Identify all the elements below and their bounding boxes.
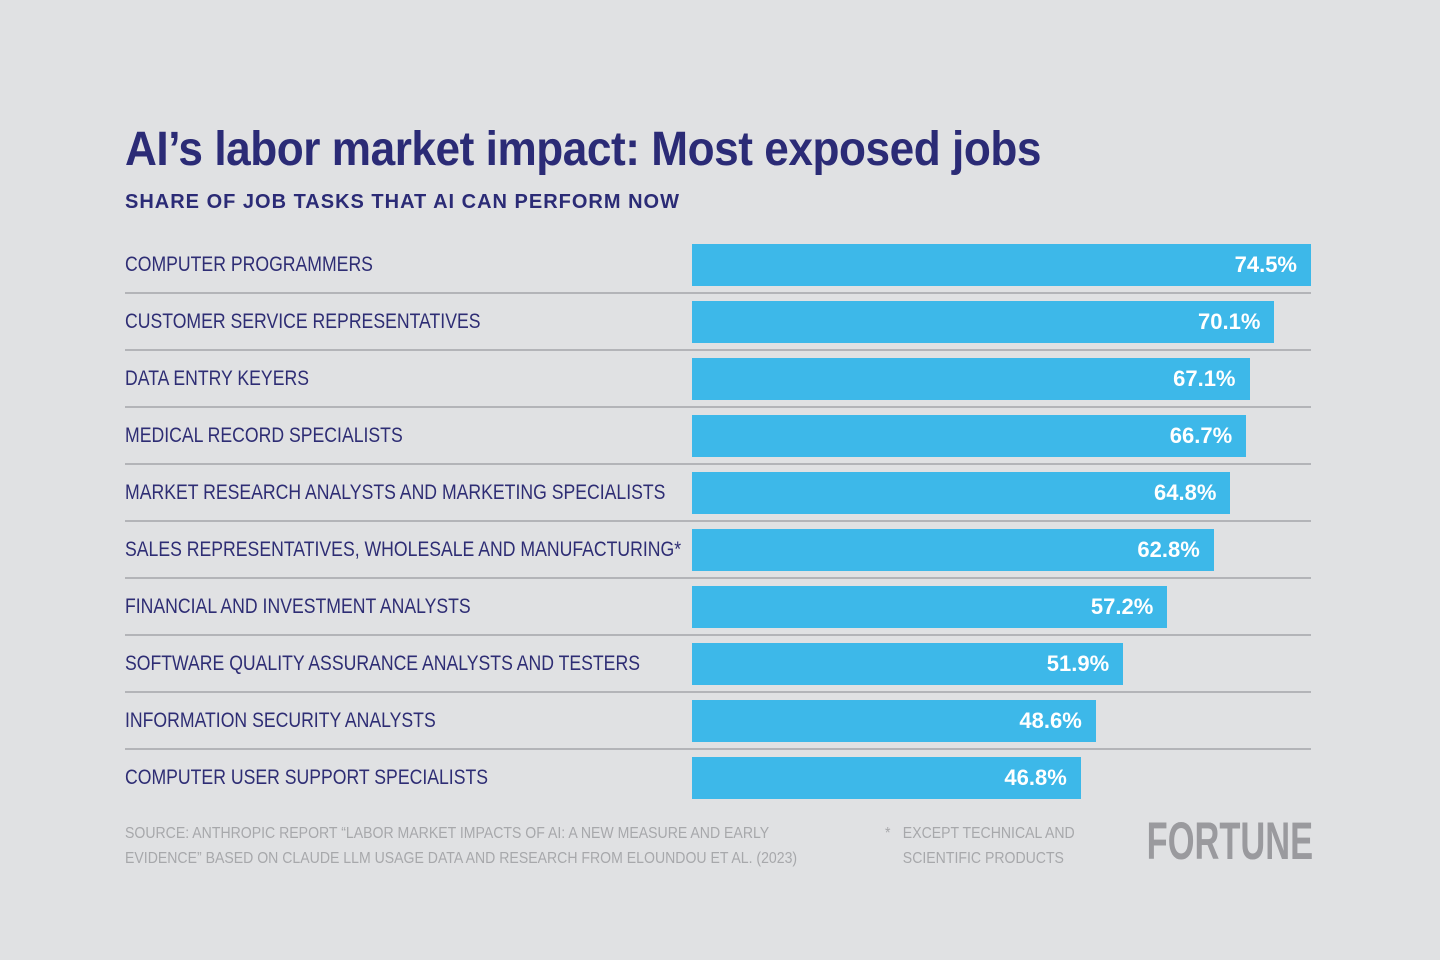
chart-subtitle: SHARE OF JOB TASKS THAT AI CAN PERFORM N…	[125, 191, 680, 213]
bar: 67.1%	[692, 358, 1250, 400]
fortune-logo: FORTUNE	[1146, 812, 1313, 871]
footnote-line-1: EXCEPT TECHNICAL AND	[902, 825, 1075, 842]
category-label: MARKET RESEARCH ANALYSTS AND MARKETING S…	[125, 481, 666, 504]
footnote-text: EXCEPT TECHNICAL AND SCIENTIFIC PRODUCTS	[903, 821, 1075, 871]
page-title: AI’s labor market impact: Most exposed j…	[125, 123, 1041, 176]
chart-row: FINANCIAL AND INVESTMENT ANALYSTS 57.2%	[125, 579, 1311, 636]
category-label: SALES REPRESENTATIVES, WHOLESALE AND MAN…	[125, 538, 682, 561]
value-label: 51.9%	[1046, 651, 1110, 676]
chart-row: CUSTOMER SERVICE REPRESENTATIVES 70.1%	[125, 294, 1311, 351]
chart-row: MARKET RESEARCH ANALYSTS AND MARKETING S…	[125, 465, 1311, 522]
chart-row: DATA ENTRY KEYERS 67.1%	[125, 351, 1311, 408]
value-label: 62.8%	[1137, 537, 1200, 562]
bar: 48.6%	[692, 700, 1096, 742]
footnote-line-2: SCIENTIFIC PRODUCTS	[902, 850, 1064, 867]
bar-chart: COMPUTER PROGRAMMERS 74.5% CUSTOMER SERVIC…	[125, 237, 1311, 807]
chart-row: COMPUTER USER SUPPORT SPECIALISTS 46.8%	[125, 750, 1311, 807]
bar: 66.7%	[692, 415, 1247, 457]
source-line-2: EVIDENCE” BASED ON CLAUDE LLM USAGE DATA…	[125, 850, 798, 867]
value-label: 46.8%	[1004, 765, 1067, 790]
source-note: SOURCE: ANTHROPIC REPORT “LABOR MARKET I…	[125, 821, 797, 871]
chart-row: INFORMATION SECURITY ANALYSTS 48.6%	[125, 693, 1311, 750]
footnote-asterisk: *	[885, 825, 891, 842]
category-label: DATA ENTRY KEYERS	[125, 367, 309, 390]
category-label: COMPUTER PROGRAMMERS	[125, 253, 373, 276]
bar: 57.2%	[692, 586, 1168, 628]
value-label: 74.5%	[1234, 252, 1297, 277]
bar: 70.1%	[692, 301, 1275, 343]
bar: 62.8%	[692, 529, 1214, 571]
footnote: * EXCEPT TECHNICAL AND SCIENTIFIC PRODUC…	[885, 821, 1075, 871]
category-label: FINANCIAL AND INVESTMENT ANALYSTS	[125, 595, 471, 618]
chart-row: SOFTWARE QUALITY ASSURANCE ANALYSTS AND …	[125, 636, 1311, 693]
value-label: 67.1%	[1173, 366, 1236, 391]
source-line-1: SOURCE: ANTHROPIC REPORT “LABOR MARKET I…	[125, 825, 770, 842]
category-label: MEDICAL RECORD SPECIALISTS	[125, 424, 403, 447]
chart-row: SALES REPRESENTATIVES, WHOLESALE AND MAN…	[125, 522, 1311, 579]
value-label: 57.2%	[1090, 594, 1154, 619]
category-label: COMPUTER USER SUPPORT SPECIALISTS	[125, 766, 489, 789]
value-label: 70.1%	[1198, 309, 1261, 334]
category-label: SOFTWARE QUALITY ASSURANCE ANALYSTS AND …	[125, 652, 640, 675]
value-label: 64.8%	[1154, 480, 1217, 505]
bar: 64.8%	[692, 472, 1231, 514]
category-label: CUSTOMER SERVICE REPRESENTATIVES	[125, 310, 481, 333]
value-label: 48.6%	[1019, 708, 1082, 733]
bar: 51.9%	[692, 643, 1124, 685]
bar: 46.8%	[692, 757, 1081, 799]
chart-row: COMPUTER PROGRAMMERS 74.5%	[125, 237, 1311, 294]
chart-row: MEDICAL RECORD SPECIALISTS 66.7%	[125, 408, 1311, 465]
value-label: 66.7%	[1169, 423, 1233, 448]
bar: 74.5%	[692, 244, 1311, 286]
category-label: INFORMATION SECURITY ANALYSTS	[125, 709, 436, 732]
